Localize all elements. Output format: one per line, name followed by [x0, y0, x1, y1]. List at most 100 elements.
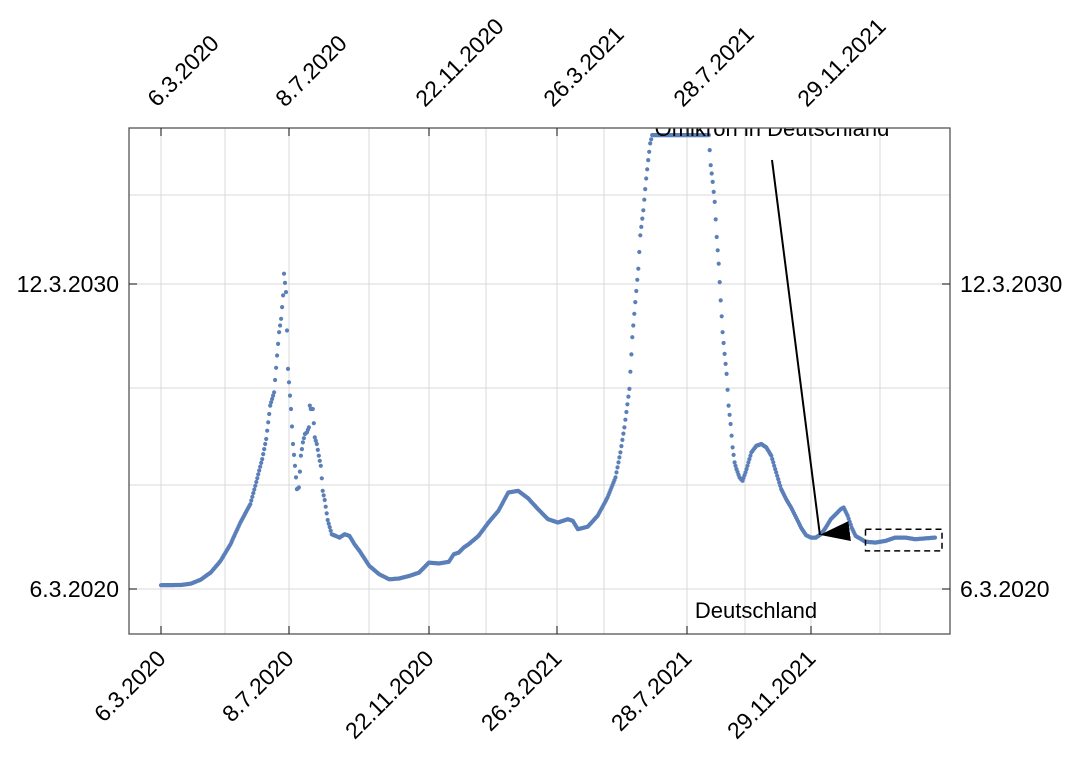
data-point — [283, 290, 289, 295]
data-point — [315, 447, 320, 452]
x-tick-label-bottom: 29.11.2021 — [722, 645, 821, 744]
data-point — [316, 453, 321, 458]
data-point — [273, 377, 278, 383]
data-point — [637, 249, 642, 255]
y-tick-label-left: 6.3.2020 — [29, 576, 119, 602]
data-point — [712, 199, 717, 204]
data-point — [319, 476, 324, 481]
data-point — [718, 298, 723, 303]
data-point — [289, 424, 295, 429]
data-point — [276, 341, 281, 346]
data-point — [255, 476, 260, 481]
data-point — [286, 380, 292, 385]
data-point — [249, 498, 254, 503]
data-point — [771, 460, 776, 465]
data-point — [281, 271, 287, 276]
data-point — [636, 266, 641, 271]
x-tick-label-bottom: 8.7.2020 — [217, 645, 299, 727]
data-point — [707, 148, 712, 153]
data-point — [646, 158, 651, 163]
x-tick-label-top: 6.3.2020 — [142, 30, 224, 112]
data-point — [301, 436, 306, 441]
data-point — [774, 470, 779, 475]
data-point — [317, 458, 322, 463]
data-point — [261, 452, 266, 457]
x-tick-label-top: 29.11.2021 — [792, 13, 891, 112]
data-point — [748, 453, 753, 458]
data-point — [709, 171, 714, 176]
data-point — [726, 403, 731, 408]
data-point — [777, 480, 782, 485]
data-point — [293, 475, 299, 480]
annotation-arrow — [771, 159, 851, 542]
data-point — [282, 280, 288, 285]
data-point — [318, 463, 323, 468]
data-point — [635, 277, 640, 282]
data-point — [716, 261, 721, 266]
data-point — [278, 323, 283, 328]
data-point — [706, 133, 711, 138]
data-point — [325, 517, 330, 523]
data-point — [769, 453, 774, 458]
data-point — [772, 463, 777, 468]
data-point — [284, 328, 290, 333]
x-tick-label-top: 26.3.2021 — [538, 21, 629, 112]
data-point — [633, 300, 638, 305]
x-tick-label-top: 28.7.2021 — [668, 21, 759, 112]
data-point — [625, 402, 630, 407]
data-point — [776, 477, 781, 482]
data-point — [641, 208, 646, 213]
data-point — [300, 440, 305, 445]
data-point — [647, 149, 652, 154]
data-point — [732, 460, 737, 465]
data-point — [631, 323, 636, 328]
data-point — [627, 386, 632, 391]
data-point — [268, 403, 273, 408]
highlight-box — [864, 528, 943, 552]
data-point — [262, 447, 267, 452]
data-point — [719, 314, 724, 319]
data-point — [725, 387, 730, 392]
data-point — [714, 234, 719, 240]
y-tick-label-right: 12.3.2030 — [960, 271, 1062, 297]
data-point — [321, 493, 326, 498]
data-point — [621, 431, 626, 436]
data-point — [731, 452, 736, 457]
data-point — [721, 340, 726, 346]
data-point — [623, 417, 628, 422]
data-point — [277, 330, 282, 335]
data-point — [274, 365, 279, 370]
data-point — [649, 137, 654, 142]
data-point — [270, 396, 275, 402]
data-point — [710, 179, 715, 184]
data-point — [248, 502, 253, 507]
data-point — [266, 420, 271, 425]
data-point — [715, 248, 720, 253]
data-point — [713, 217, 718, 222]
data-point — [722, 351, 727, 356]
data-point — [618, 450, 623, 455]
data-point — [615, 465, 620, 470]
data-point — [723, 361, 728, 366]
data-point — [279, 316, 284, 321]
data-point — [773, 467, 778, 472]
data-point — [269, 400, 274, 405]
data-point — [253, 483, 258, 488]
data-point — [724, 371, 729, 376]
x-tick-label-top: 22.11.2020 — [410, 13, 509, 112]
data-point — [747, 457, 752, 462]
data-point — [257, 468, 262, 473]
data-point — [648, 141, 653, 146]
data-point — [778, 483, 783, 488]
grid — [129, 128, 950, 634]
x-tick-label-bottom: 26.3.2021 — [476, 645, 567, 736]
data-point — [265, 428, 270, 433]
data-point — [254, 479, 259, 485]
data-point — [260, 457, 265, 462]
data-point — [729, 433, 734, 438]
y-tick-label-right: 6.3.2020 — [960, 576, 1050, 602]
data-point — [613, 475, 618, 480]
data-point — [264, 436, 269, 442]
data-point — [250, 494, 255, 499]
